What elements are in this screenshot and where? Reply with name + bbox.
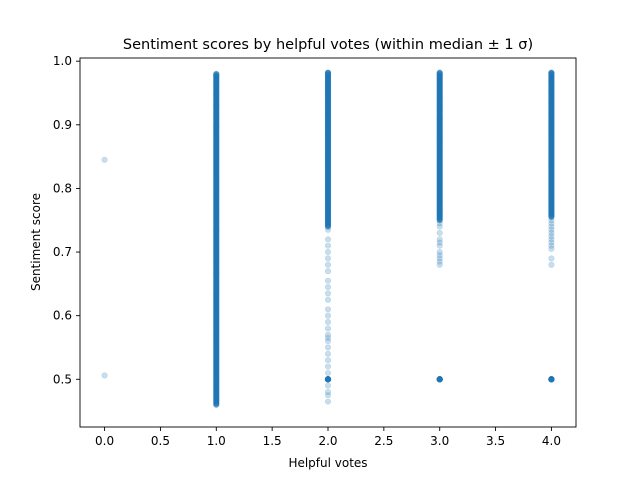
scatter-point [324, 350, 332, 357]
scatter-point [324, 290, 332, 297]
scatter-point [324, 334, 332, 342]
scatter-point [324, 376, 332, 383]
scatter-point [324, 69, 332, 76]
scatter-point [548, 242, 555, 249]
scatter-point [324, 369, 332, 377]
scatter-point [436, 223, 443, 230]
x-tick-label: 1.0 [207, 434, 226, 448]
x-tick-label: 4.0 [542, 434, 561, 448]
x-tick-label: 3.0 [430, 434, 449, 448]
scatter-point [324, 388, 332, 396]
scatter-point [548, 226, 555, 233]
scatter-point [324, 338, 332, 345]
scatter-point [548, 223, 555, 230]
scatter-point [324, 283, 332, 291]
scatter-point [548, 229, 555, 237]
scatter-point [436, 376, 443, 383]
scatter-point [548, 69, 555, 76]
scatter-point [324, 268, 332, 275]
scatter-point [436, 236, 443, 243]
scatter-point [548, 255, 555, 262]
scatter-point [324, 392, 332, 399]
scatter-point [324, 261, 332, 268]
y-tick-label: 0.8 [53, 181, 72, 195]
y-tick-label: 0.7 [53, 245, 72, 259]
scatter-point [324, 357, 332, 364]
scatter-point [436, 258, 443, 265]
scatter-point [436, 69, 443, 76]
scatter-point [548, 376, 555, 383]
x-tick-label: 2.0 [318, 434, 337, 448]
y-tick-label: 0.6 [53, 309, 72, 323]
scatter-points [101, 69, 555, 408]
scatter-point [548, 236, 555, 243]
scatter-point [324, 306, 332, 313]
x-tick-label: 1.5 [263, 434, 282, 448]
scatter-point [324, 248, 332, 256]
scatter-point [101, 372, 108, 379]
scatter-point [324, 331, 332, 338]
scatter-point [436, 248, 443, 256]
scatter-point [324, 325, 332, 332]
scatter-point [436, 261, 443, 268]
scatter-point [436, 229, 443, 237]
scatter-point [324, 318, 332, 326]
scatter-point [324, 226, 332, 233]
y-tick-label: 1.0 [53, 54, 72, 68]
scatter-point [548, 239, 555, 246]
scatter-point [436, 242, 443, 249]
scatter-point [324, 398, 332, 405]
x-tick-label: 0.5 [151, 434, 170, 448]
scatter-point [324, 255, 332, 262]
scatter-point [436, 255, 443, 262]
scatter-point [324, 277, 332, 284]
scatter-point [436, 220, 443, 227]
x-axis-label: Helpful votes [288, 456, 367, 470]
scatter-point [324, 242, 332, 249]
x-tick-label: 0.0 [95, 434, 114, 448]
scatter-point [436, 239, 443, 246]
y-tick-label: 0.9 [53, 118, 72, 132]
scatter-point [324, 296, 332, 303]
scatter-point [548, 261, 555, 268]
scatter-point [101, 156, 108, 163]
scatter-point [548, 220, 555, 227]
scatter-point [324, 236, 332, 243]
scatter-point [436, 252, 443, 259]
y-tick-label: 0.5 [53, 372, 72, 386]
scatter-point [548, 245, 555, 252]
scatter-point [324, 363, 332, 370]
plot-frame [79, 57, 577, 428]
y-axis-ticks: 0.5 0.6 0.7 0.8 0.9 1.0 [53, 54, 80, 386]
scatter-point [213, 70, 220, 78]
x-axis-ticks: 0.0 0.5 1.0 1.5 2.0 2.5 3.0 3.5 4.0 [95, 427, 561, 448]
scatter-point [324, 312, 332, 319]
y-axis-label: Sentiment score [29, 193, 43, 291]
scatter-point [548, 217, 555, 224]
scatter-point [324, 382, 332, 389]
x-tick-label: 3.5 [486, 434, 505, 448]
scatter-point [324, 344, 332, 351]
x-tick-label: 2.5 [374, 434, 393, 448]
chart-title: Sentiment scores by helpful votes (withi… [123, 37, 533, 53]
scatter-point [548, 233, 555, 240]
